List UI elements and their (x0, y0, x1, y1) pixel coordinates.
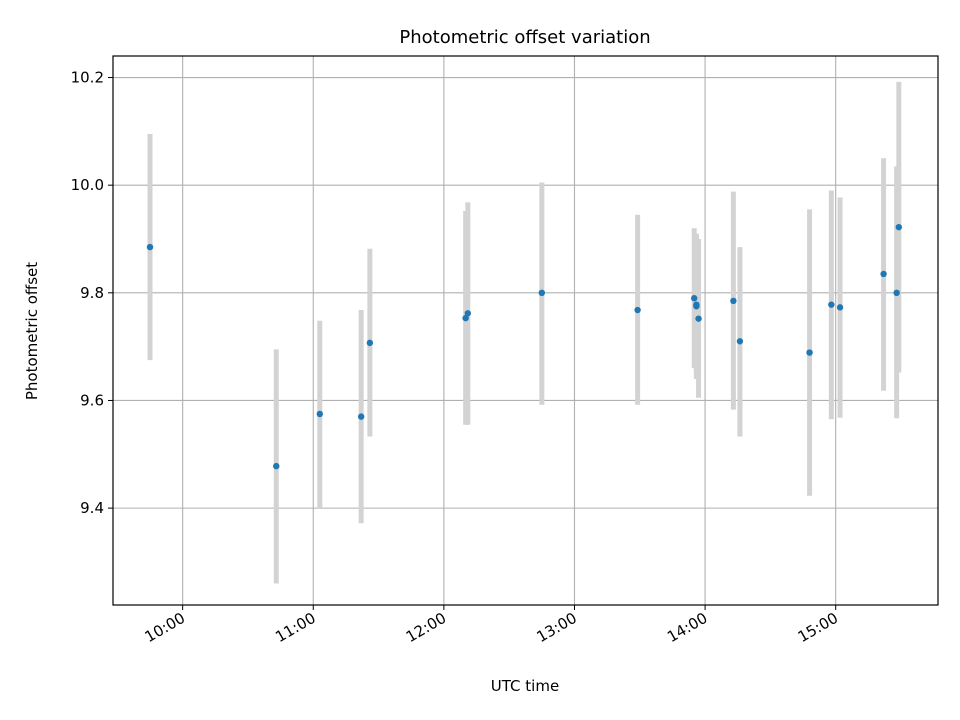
chart-title: Photometric offset variation (399, 27, 650, 48)
data-point (736, 338, 744, 345)
y-axis-ticks: 9.4 9.6 9.8 10.0 10.2 (71, 69, 113, 517)
data-point (893, 289, 900, 297)
data-points (146, 223, 903, 470)
y-tick-label: 9.6 (80, 391, 104, 409)
data-point (634, 306, 641, 314)
data-point (730, 297, 737, 305)
plot-frame (112, 55, 939, 606)
data-point (316, 410, 323, 418)
data-point (462, 314, 469, 322)
y-tick-label: 10.0 (71, 176, 104, 194)
data-point (695, 315, 702, 322)
data-point (895, 223, 903, 231)
data-point (538, 289, 546, 297)
x-axis-label: UTC time (491, 677, 559, 695)
data-point (836, 304, 844, 311)
data-point (880, 270, 887, 278)
y-tick-label: 9.8 (80, 284, 104, 302)
y-tick-label: 10.2 (71, 69, 104, 87)
data-point (146, 243, 154, 251)
data-point (806, 349, 813, 356)
data-point (357, 413, 365, 420)
data-point (691, 295, 698, 302)
y-axis-label: Photometric offset (23, 262, 41, 400)
data-point (464, 310, 472, 317)
data-point (273, 462, 280, 470)
data-point (693, 301, 700, 308)
grid (113, 56, 938, 605)
data-point (366, 339, 374, 347)
data-point (828, 301, 835, 308)
y-tick-label: 9.4 (80, 499, 104, 517)
